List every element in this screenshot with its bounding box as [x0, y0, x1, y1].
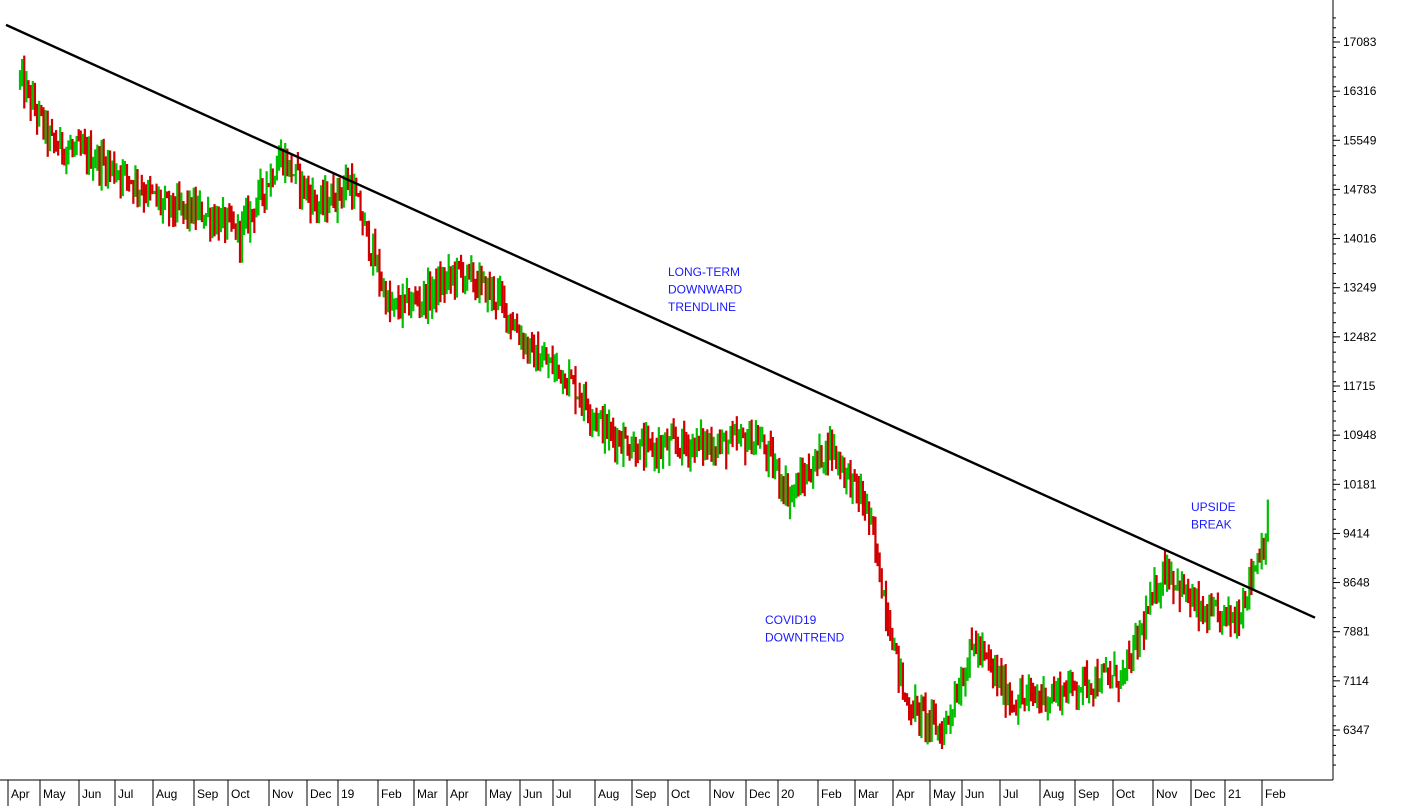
x-tick-label: 19 — [341, 787, 355, 801]
y-tick-label: 6347 — [1343, 723, 1370, 737]
x-tick-label: Nov — [1156, 787, 1177, 801]
x-tick-label: Jun — [965, 787, 984, 801]
y-tick-label: 13249 — [1343, 281, 1377, 295]
x-tick-label: May — [43, 787, 66, 801]
y-tick-label: 7114 — [1343, 674, 1369, 688]
annotation-text: DOWNWARD — [668, 283, 743, 297]
x-tick-label: Dec — [749, 787, 770, 801]
annotation-text: DOWNTREND — [765, 631, 845, 645]
x-tick-label: Sep — [1078, 787, 1100, 801]
x-tick-label: Feb — [381, 787, 402, 801]
x-tick-label: Oct — [671, 787, 690, 801]
x-tick-label: Jul — [556, 787, 571, 801]
x-tick-label: Jun — [523, 787, 542, 801]
x-tick-label: Mar — [417, 787, 438, 801]
annotation-text: TRENDLINE — [668, 300, 736, 314]
x-tick-label: May — [489, 787, 512, 801]
x-tick-label: Sep — [635, 787, 657, 801]
x-tick-label: Jun — [82, 787, 101, 801]
x-tick-label: Mar — [858, 787, 879, 801]
x-tick-label: Nov — [713, 787, 734, 801]
y-tick-label: 10181 — [1343, 477, 1377, 491]
axes: 17083 16316 15549 14783 14016 13249 12482 11715… — [0, 0, 1377, 806]
x-tick-label: 21 — [1228, 787, 1242, 801]
x-tick-label: Feb — [1265, 787, 1286, 801]
x-tick-label: May — [933, 787, 956, 801]
trendline-layer — [5, 23, 1316, 619]
x-tick-label: Oct — [1116, 787, 1135, 801]
annotations: LONG-TERM DOWNWARD TRENDLINE COVID19 DOWNTRE… — [668, 265, 1236, 645]
x-tick-label: Jul — [118, 787, 133, 801]
x-tick-label: 20 — [781, 787, 795, 801]
x-tick-label: Feb — [821, 787, 842, 801]
annotation-text: LONG-TERM — [668, 265, 740, 279]
x-tick-label: Nov — [272, 787, 293, 801]
y-tick-label: 8648 — [1343, 576, 1370, 590]
annotation-text: BREAK — [1191, 518, 1232, 532]
annotation-text: UPSIDE — [1191, 500, 1236, 514]
x-tick-label: Apr — [896, 787, 915, 801]
y-tick-label: 11715 — [1343, 379, 1376, 393]
x-tick-label: Dec — [310, 787, 331, 801]
y-tick-label: 10948 — [1343, 428, 1377, 442]
x-tick-label: Apr — [450, 787, 469, 801]
y-tick-label: 17083 — [1343, 35, 1377, 49]
x-tick-label: Apr — [11, 787, 30, 801]
y-tick-label: 7881 — [1343, 625, 1370, 639]
x-tick-label: Sep — [197, 787, 219, 801]
x-tick-label: Dec — [1194, 787, 1215, 801]
y-tick-label: 16316 — [1343, 84, 1377, 98]
y-tick-label: 12482 — [1343, 330, 1377, 344]
price-bars — [18, 55, 1269, 750]
trendline — [5, 23, 1316, 619]
x-tick-label: Oct — [231, 787, 250, 801]
y-tick-label: 14783 — [1343, 182, 1377, 196]
x-tick-label: Jul — [1003, 787, 1018, 801]
annotation-text: COVID19 — [765, 613, 817, 627]
y-tick-label: 9414 — [1343, 526, 1370, 540]
x-tick-label: Aug — [1043, 787, 1064, 801]
y-tick-label: 15549 — [1343, 133, 1377, 147]
x-tick-label: Aug — [156, 787, 177, 801]
y-tick-label: 14016 — [1343, 232, 1377, 246]
x-tick-label: Aug — [598, 787, 619, 801]
